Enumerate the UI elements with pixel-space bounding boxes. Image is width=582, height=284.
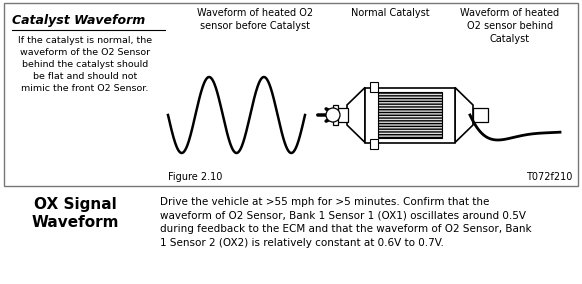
Text: Waveform of heated O2
sensor before Catalyst: Waveform of heated O2 sensor before Cata… [197,8,313,31]
Circle shape [326,108,340,122]
Text: mimic the front O2 Sensor.: mimic the front O2 Sensor. [22,84,148,93]
Polygon shape [347,87,365,143]
Text: behind the catalyst should: behind the catalyst should [22,60,148,69]
Text: be flat and should not: be flat and should not [33,72,137,81]
Bar [378,93,442,137]
Polygon shape [455,87,473,143]
Bar [333,105,338,125]
Bar [365,87,455,143]
Text: Drive the vehicle at >55 mph for >5 minutes. Confirm that the
waveform of O2 Sen: Drive the vehicle at >55 mph for >5 minu… [160,197,531,248]
Bar [473,108,488,122]
Text: Catalyst Waveform: Catalyst Waveform [12,14,146,27]
Text: Normal Catalyst: Normal Catalyst [351,8,430,18]
Text: T072f210: T072f210 [526,172,572,182]
Bar [370,139,378,149]
Text: Waveform of heated
O2 sensor behind
Catalyst: Waveform of heated O2 sensor behind Cata… [460,8,559,44]
Bar [333,108,348,122]
Text: Figure 2.10: Figure 2.10 [168,172,222,182]
Text: waveform of the O2 Sensor: waveform of the O2 Sensor [20,48,150,57]
Text: OX Signal
Waveform: OX Signal Waveform [31,197,119,230]
Text: If the catalyst is normal, the: If the catalyst is normal, the [18,36,152,45]
Bar [370,82,378,91]
Bar [4,3,578,186]
